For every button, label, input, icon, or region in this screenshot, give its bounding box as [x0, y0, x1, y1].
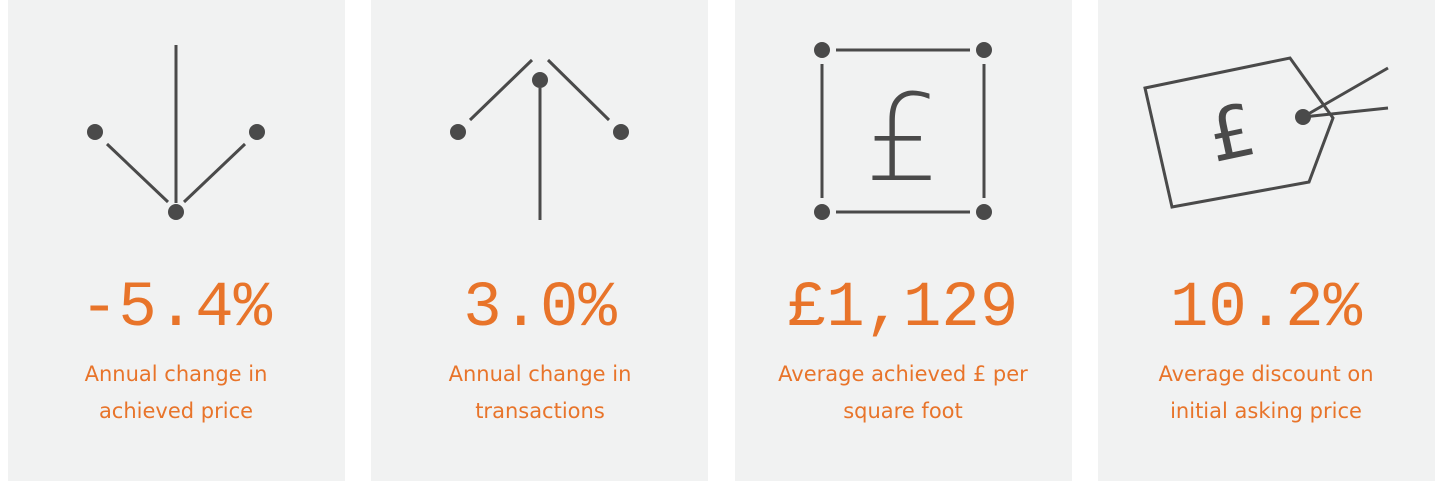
stat-label: Average discount on: [1158, 362, 1373, 386]
stat-label: initial asking price: [1170, 399, 1362, 423]
down-arrow-icon: [87, 45, 265, 220]
card: [1098, 0, 1435, 481]
square-foot-icon: £: [814, 42, 992, 220]
card: [735, 0, 1072, 481]
stat-label: Annual change in: [85, 362, 268, 386]
stat-label: square foot: [843, 399, 963, 423]
stat-value: -5.4%: [80, 273, 273, 345]
stat-value: £1,129: [788, 273, 1018, 345]
svg-text:£: £: [865, 70, 941, 209]
stat-label: achieved price: [99, 399, 253, 423]
stat-label: Average achieved £ per: [778, 362, 1028, 386]
stat-label: Annual change in: [449, 362, 632, 386]
stat-value: 10.2%: [1170, 273, 1363, 345]
stat-label: transactions: [475, 399, 605, 423]
stat-value: 3.0%: [463, 273, 617, 345]
up-arrow-icon: [450, 58, 629, 220]
